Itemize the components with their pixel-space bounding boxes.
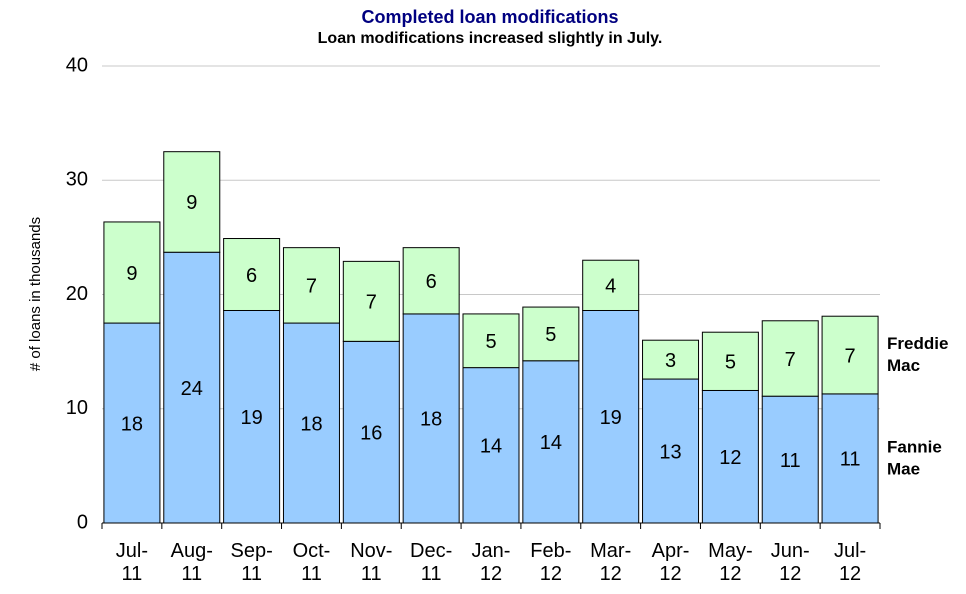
- bar-segment: [522, 360, 580, 524]
- data-label: 5: [725, 352, 736, 374]
- bar-segment: [402, 247, 460, 315]
- data-label: 11: [840, 449, 861, 471]
- data-label: 11: [780, 450, 801, 472]
- data-label: 3: [665, 350, 676, 372]
- data-label: 13: [659, 441, 681, 463]
- bar-segment: [761, 395, 819, 524]
- y-tick-label: 10: [66, 397, 88, 419]
- bar-segment: [642, 378, 700, 524]
- x-tick-label: Feb-12: [530, 540, 571, 585]
- data-label: 9: [186, 192, 197, 214]
- x-tick-label: Jun-12: [771, 540, 810, 585]
- bar-segment: [342, 340, 400, 524]
- data-label: 9: [126, 263, 137, 285]
- y-tick-label: 20: [66, 283, 88, 305]
- x-tick-label: Aug-11: [171, 540, 213, 585]
- data-label: 5: [485, 331, 496, 353]
- x-tick-label: Mar-12: [590, 540, 631, 585]
- data-label: 5: [545, 324, 556, 346]
- bar-segment: [642, 339, 700, 380]
- bar-segment: [342, 260, 400, 342]
- bar-segment: [223, 238, 281, 311]
- x-tick-label: Jul-11: [116, 540, 148, 585]
- y-axis-label: # of loans in thousands: [27, 217, 44, 371]
- bar-segment: [163, 251, 221, 524]
- x-tick-label: Sep-11: [230, 540, 272, 585]
- bar-segment: [103, 322, 161, 524]
- data-label: 14: [540, 432, 562, 454]
- data-label: 4: [605, 276, 616, 298]
- data-label: 7: [366, 292, 377, 314]
- legend-label: Freddie Mac: [887, 335, 948, 376]
- bar-segment: [701, 331, 759, 391]
- x-tick-label: Oct-11: [293, 540, 331, 585]
- data-label: 24: [181, 378, 203, 400]
- x-tick-label: May-12: [708, 540, 752, 585]
- bar-segment: [462, 367, 520, 524]
- y-tick-label: 30: [66, 169, 88, 191]
- data-label: 6: [426, 271, 437, 293]
- bar-segment: [282, 247, 340, 324]
- data-label: 14: [480, 436, 502, 458]
- chart-title: Completed loan modifications: [361, 7, 618, 27]
- y-tick-label: 40: [66, 54, 88, 76]
- data-label: 12: [719, 447, 741, 469]
- x-tick-label: Jan-12: [472, 540, 511, 585]
- bar-segment: [582, 259, 640, 311]
- bar-segment: [103, 221, 161, 324]
- bar-segment: [223, 309, 281, 524]
- data-label: 7: [306, 276, 317, 298]
- legend-label: Fannie Mae: [887, 438, 942, 479]
- data-label: 18: [121, 413, 143, 435]
- data-label: 7: [785, 349, 796, 371]
- bar-segment: [522, 306, 580, 362]
- data-label: 16: [360, 422, 382, 444]
- bar-segment: [402, 313, 460, 524]
- data-label: 18: [300, 413, 322, 435]
- x-tick-label: Nov-11: [350, 540, 392, 585]
- data-label: 19: [240, 407, 262, 429]
- data-label: 7: [845, 345, 856, 367]
- y-tick-label: 0: [77, 511, 88, 533]
- x-tick-label: Dec-11: [410, 540, 452, 585]
- data-label: 18: [420, 409, 442, 431]
- bar-segment: [761, 320, 819, 397]
- data-label: 19: [600, 407, 622, 429]
- bar-segment: [163, 151, 221, 253]
- bar-segment: [701, 389, 759, 524]
- bar-segment: [462, 313, 520, 369]
- x-tick-label: Apr-12: [652, 540, 690, 585]
- bar-segment: [821, 393, 879, 524]
- chart-subtitle: Loan modifications increased slightly in…: [318, 30, 663, 47]
- bar-segment: [821, 315, 879, 395]
- data-label: 6: [246, 265, 257, 287]
- x-tick-label: Jul-12: [834, 540, 866, 585]
- bar-segment: [582, 309, 640, 524]
